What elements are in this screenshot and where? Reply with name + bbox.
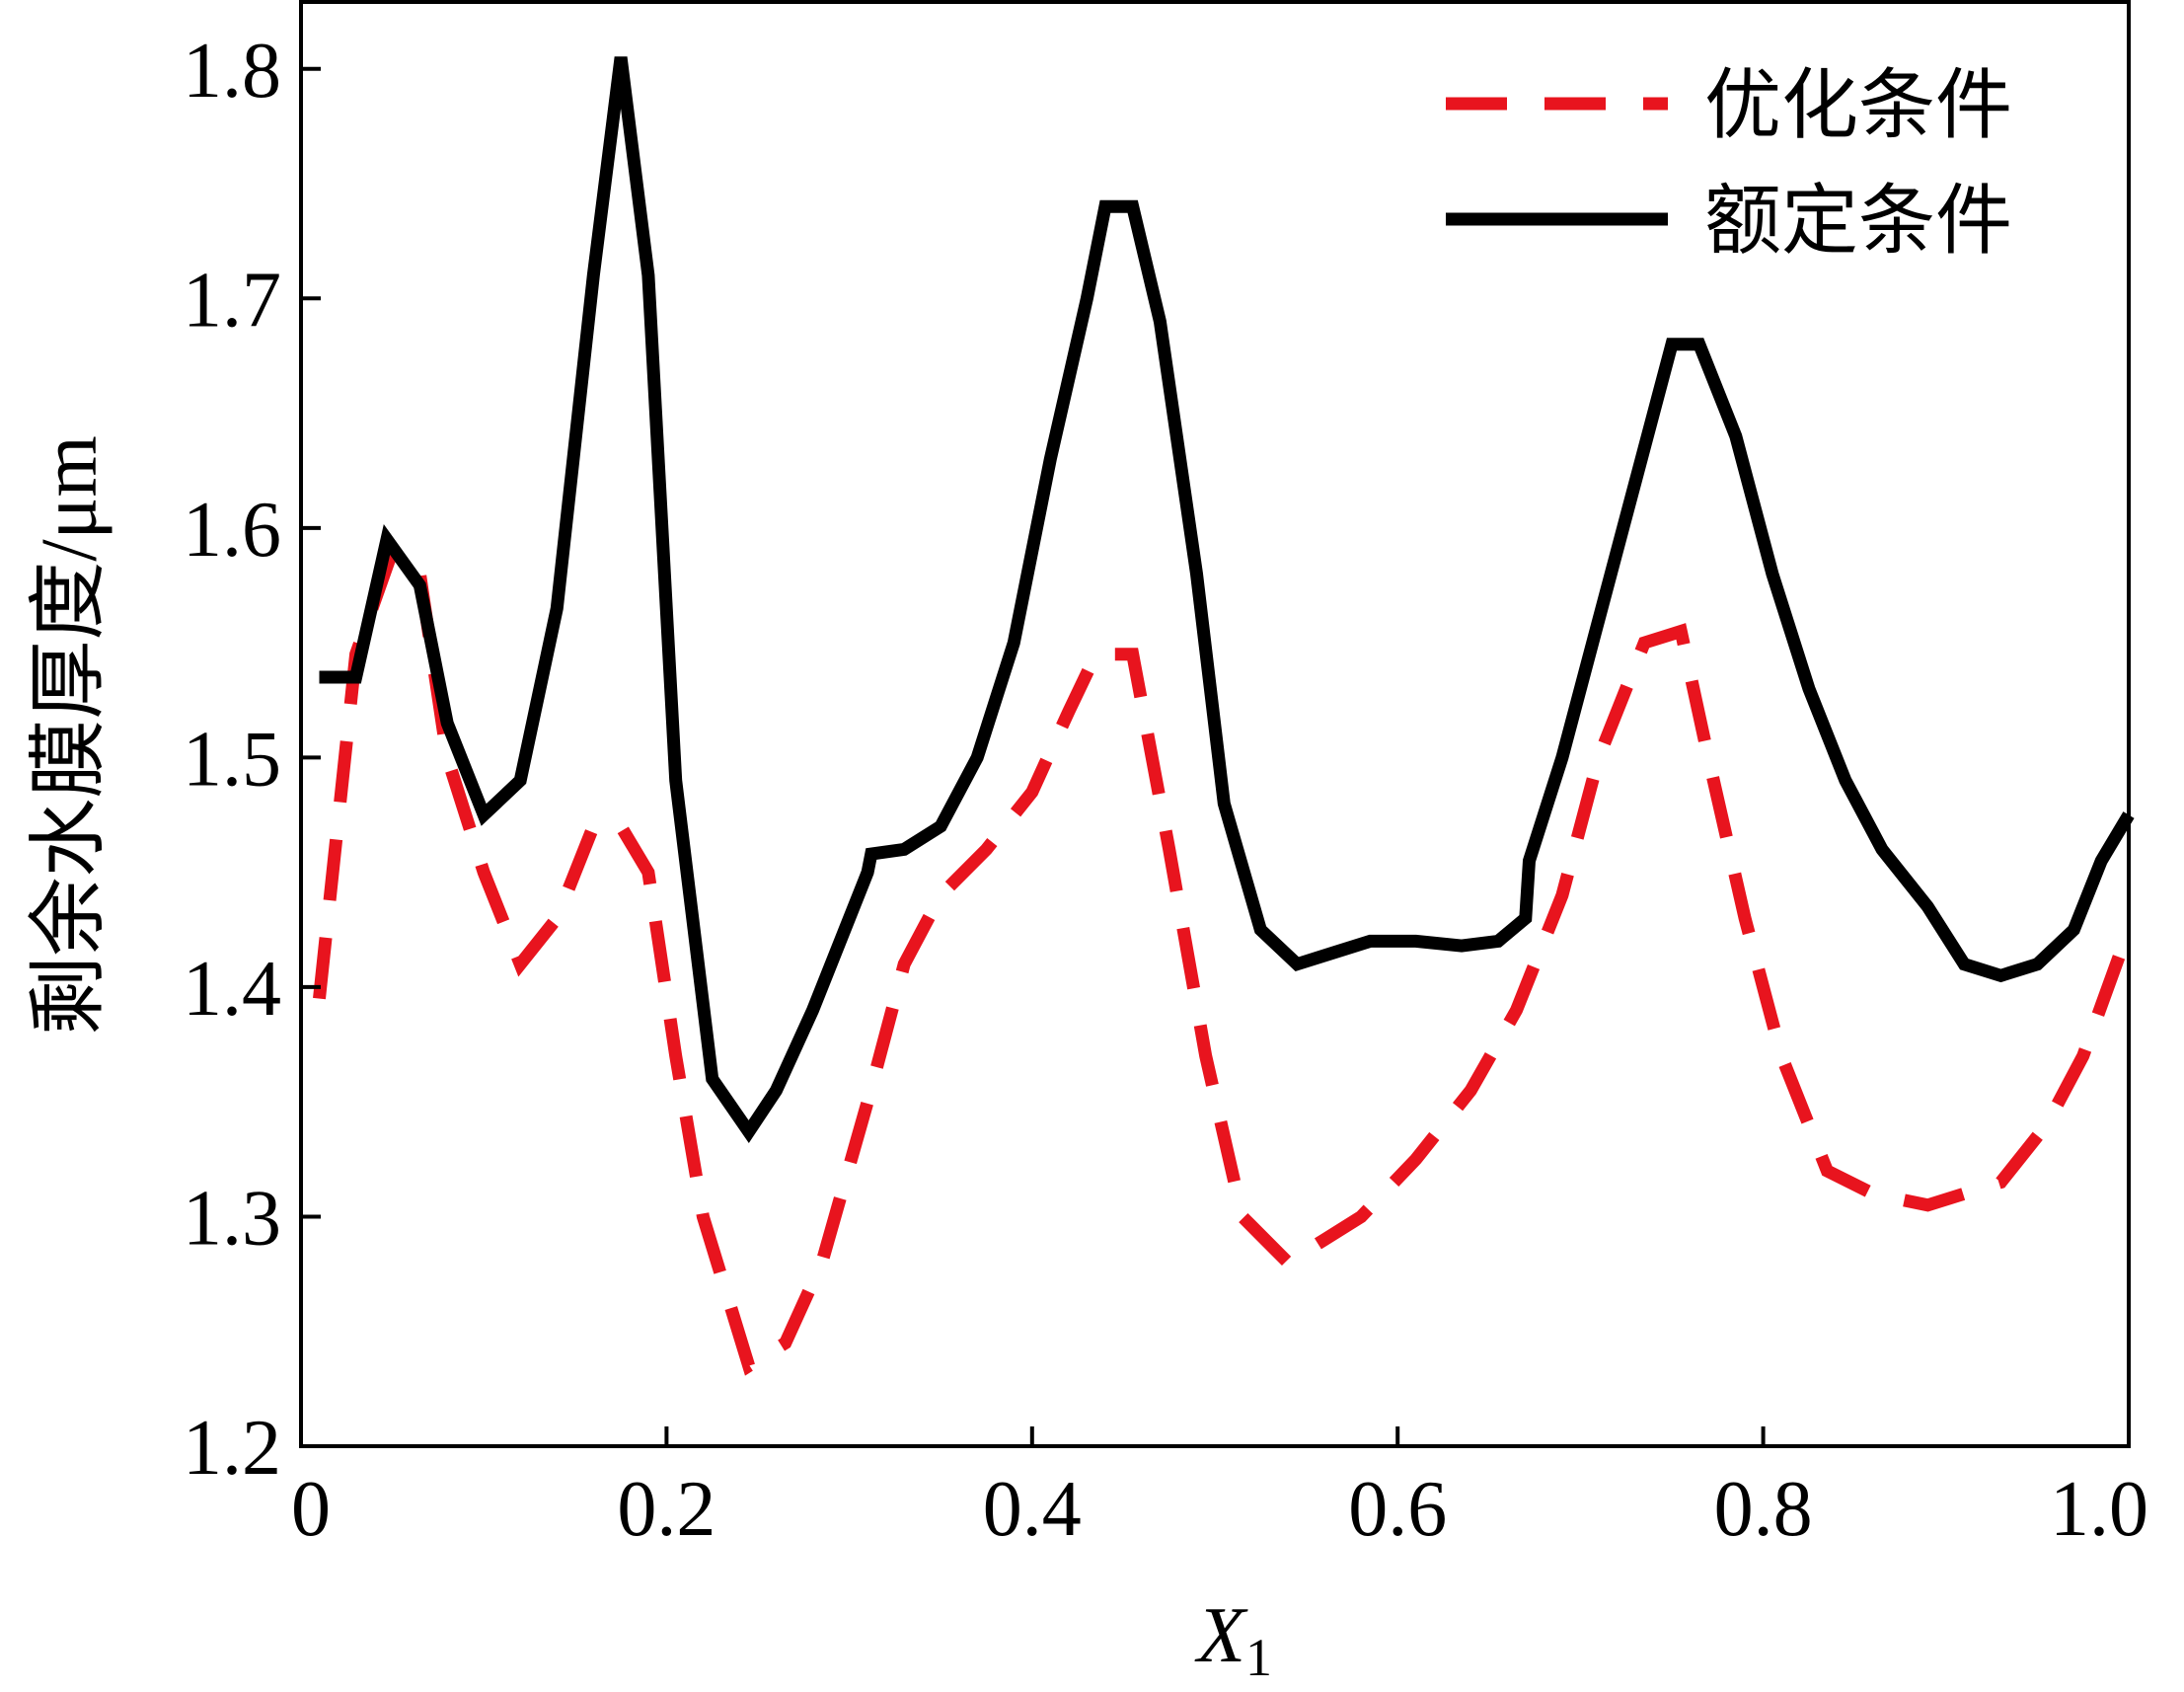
x-axis-title-subscript: 1 bbox=[1245, 1628, 1272, 1687]
series-line-optimized bbox=[313, 540, 2136, 1376]
y-axis-title: 剩余水膜厚度/μm bbox=[26, 435, 113, 1035]
y-tick-label: 1.4 bbox=[183, 946, 281, 1033]
series-line-rated bbox=[319, 56, 2135, 1143]
y-tick-label: 1.3 bbox=[183, 1175, 281, 1262]
x-axis-title-main: X bbox=[1194, 1592, 1248, 1679]
x-tick-label: 0.4 bbox=[983, 1466, 1082, 1553]
series-layer bbox=[313, 56, 2136, 1376]
y-tick-label: 1.2 bbox=[183, 1405, 281, 1492]
legend-label-optimized: 优化条件 bbox=[1704, 61, 2012, 150]
legend-label-rated: 额定条件 bbox=[1704, 177, 2012, 266]
x-axis: 0 0.2 0.4 0.6 0.8 1.0 bbox=[291, 1426, 2148, 1553]
plot-frame bbox=[299, 0, 2131, 1448]
x-tick-label: 0 bbox=[291, 1466, 331, 1553]
y-tick-label: 1.7 bbox=[183, 257, 281, 344]
x-tick-label: 0.6 bbox=[1348, 1466, 1447, 1553]
y-tick-label: 1.6 bbox=[183, 487, 281, 574]
legend: 优化条件 额定条件 bbox=[1446, 61, 2012, 266]
x-tick-label: 1.0 bbox=[2050, 1466, 2148, 1553]
y-axis: 1.2 1.3 1.4 1.5 1.6 1.7 1.8 bbox=[183, 28, 321, 1492]
x-tick-label: 0.2 bbox=[617, 1466, 715, 1553]
y-tick-label: 1.5 bbox=[183, 716, 281, 803]
x-axis-title: X1 bbox=[1194, 1592, 1272, 1687]
y-tick-label: 1.8 bbox=[183, 28, 281, 115]
x-tick-label: 0.8 bbox=[1714, 1466, 1813, 1553]
